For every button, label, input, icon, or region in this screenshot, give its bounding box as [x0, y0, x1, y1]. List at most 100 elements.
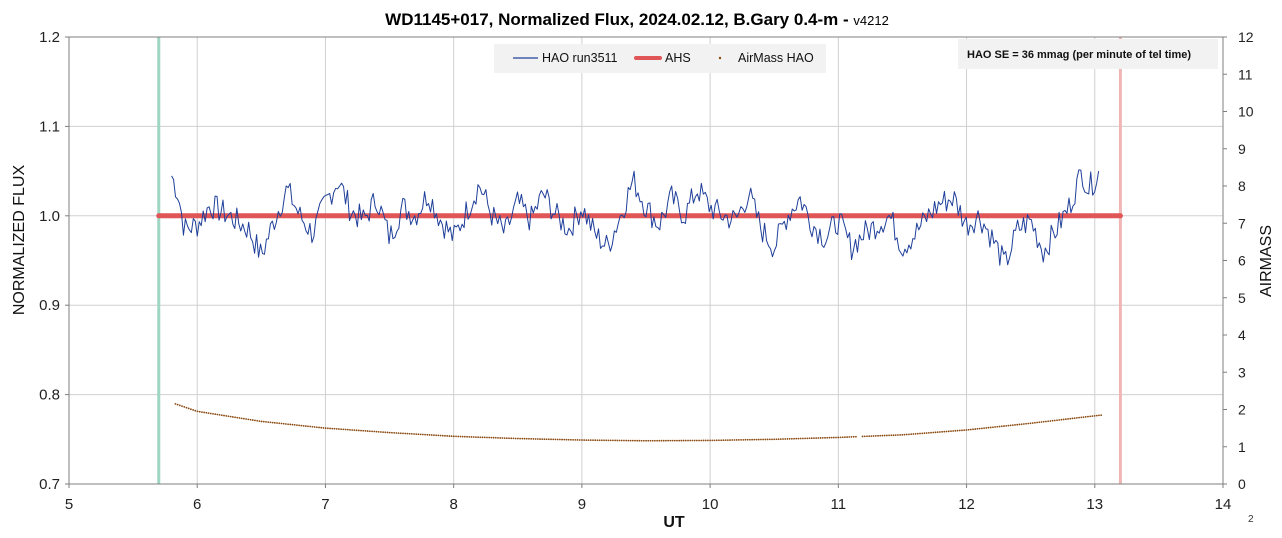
- y2-tick-label: 5: [1238, 290, 1246, 306]
- airmass-point: [623, 439, 625, 442]
- airmass-point: [523, 437, 526, 440]
- airmass-point: [174, 403, 177, 405]
- y2-tick-label: 10: [1238, 104, 1254, 120]
- airmass-point: [784, 438, 787, 440]
- airmass-point: [437, 434, 440, 437]
- airmass-point: [939, 431, 941, 433]
- airmass-point: [178, 404, 181, 407]
- x-tick-label: 14: [1215, 496, 1232, 513]
- airmass-point: [687, 439, 689, 442]
- airmass-point: [631, 439, 634, 442]
- airmass-point: [510, 437, 513, 440]
- airmass-point: [594, 439, 597, 442]
- airmass-point: [231, 416, 234, 418]
- airmass-point: [574, 438, 577, 441]
- airmass-point: [1084, 415, 1087, 418]
- airmass-point: [676, 439, 678, 442]
- x-tick-label: 12: [958, 496, 975, 513]
- airmass-point: [835, 436, 837, 439]
- y2-tick-label: 3: [1238, 364, 1246, 380]
- airmass-point: [992, 426, 994, 429]
- y-tick-label: 0.8: [39, 387, 60, 404]
- x-tick-label: 13: [1086, 496, 1103, 513]
- airmass-point: [802, 437, 804, 440]
- airmass-point: [375, 430, 378, 433]
- airmass-point: [603, 439, 605, 442]
- airmass-point: [744, 438, 747, 441]
- airmass-point: [258, 420, 261, 423]
- airmass-point: [285, 423, 287, 425]
- airmass-point: [815, 437, 818, 439]
- airmass-point: [1040, 421, 1043, 423]
- airmass-point: [689, 439, 692, 442]
- x-tick-label: 5: [65, 496, 73, 513]
- airmass-point: [388, 431, 391, 434]
- se-annotation-text: HAO SE = 36 mmag (per minute of tel time…: [967, 49, 1191, 61]
- airmass-point: [382, 431, 385, 434]
- airmass-point: [528, 437, 530, 440]
- airmass-point: [368, 430, 371, 433]
- airmass-point: [525, 437, 528, 440]
- airmass-point: [470, 436, 473, 438]
- airmass-point: [837, 436, 840, 439]
- airmass-point: [554, 438, 557, 441]
- airmass-point: [764, 438, 767, 441]
- airmass-point: [1071, 417, 1074, 420]
- airmass-point: [505, 437, 508, 440]
- airmass-point: [994, 426, 997, 428]
- airmass-point: [755, 438, 758, 441]
- airmass-point: [428, 434, 431, 436]
- airmass-point: [386, 431, 389, 434]
- airmass-point: [247, 418, 250, 421]
- airmass-point: [883, 434, 886, 437]
- airmass-point: [627, 439, 630, 442]
- airmass-point: [983, 427, 985, 430]
- airmass-point: [521, 437, 524, 440]
- airmass-point: [866, 435, 868, 438]
- airmass-point: [919, 432, 921, 435]
- airmass-point: [1027, 422, 1030, 425]
- airmass-point: [788, 437, 791, 440]
- airmass-point: [450, 435, 453, 438]
- airmass-point: [282, 422, 285, 425]
- airmass-point: [287, 423, 290, 426]
- airmass-point: [901, 433, 904, 436]
- airmass-point: [868, 435, 871, 438]
- airmass-point: [218, 413, 221, 416]
- airmass-point: [972, 428, 974, 431]
- airmass-point: [541, 438, 544, 441]
- airmass-point: [289, 423, 292, 426]
- airmass-point: [848, 436, 851, 438]
- airmass-point: [932, 431, 935, 434]
- airmass-point: [843, 436, 846, 439]
- legend: HAO run3511 AHS AirMass HAO: [494, 44, 826, 73]
- y2-tick-label: 9: [1238, 141, 1246, 157]
- airmass-point: [395, 432, 398, 434]
- airmass-point: [925, 432, 928, 434]
- chart-title-main: WD1145+017, Normalized Flux, 2024.02.12,…: [385, 10, 853, 29]
- airmass-point: [961, 429, 963, 432]
- airmass-point: [806, 437, 809, 440]
- airmass-point: [969, 428, 972, 431]
- airmass-point: [746, 438, 749, 441]
- airmass-point: [673, 439, 676, 442]
- airmass-point: [254, 419, 256, 422]
- airmass-point: [455, 435, 457, 438]
- airmass-point: [300, 424, 303, 427]
- airmass-point: [340, 428, 343, 431]
- airmass-point: [826, 436, 829, 439]
- airmass-point: [1062, 418, 1065, 421]
- airmass-point: [552, 438, 555, 441]
- airmass-series: [174, 403, 1103, 442]
- x-axis-title: UT: [663, 514, 685, 531]
- airmass-point: [570, 438, 572, 441]
- airmass-point: [1056, 419, 1058, 422]
- airmass-point: [1025, 422, 1027, 425]
- airmass-point: [1038, 421, 1041, 424]
- airmass-point: [888, 434, 890, 437]
- airmass-point: [616, 439, 619, 442]
- airmass-point: [963, 429, 966, 432]
- airmass-point: [207, 412, 210, 415]
- x-tick-label: 9: [578, 496, 586, 513]
- airmass-point: [307, 425, 309, 428]
